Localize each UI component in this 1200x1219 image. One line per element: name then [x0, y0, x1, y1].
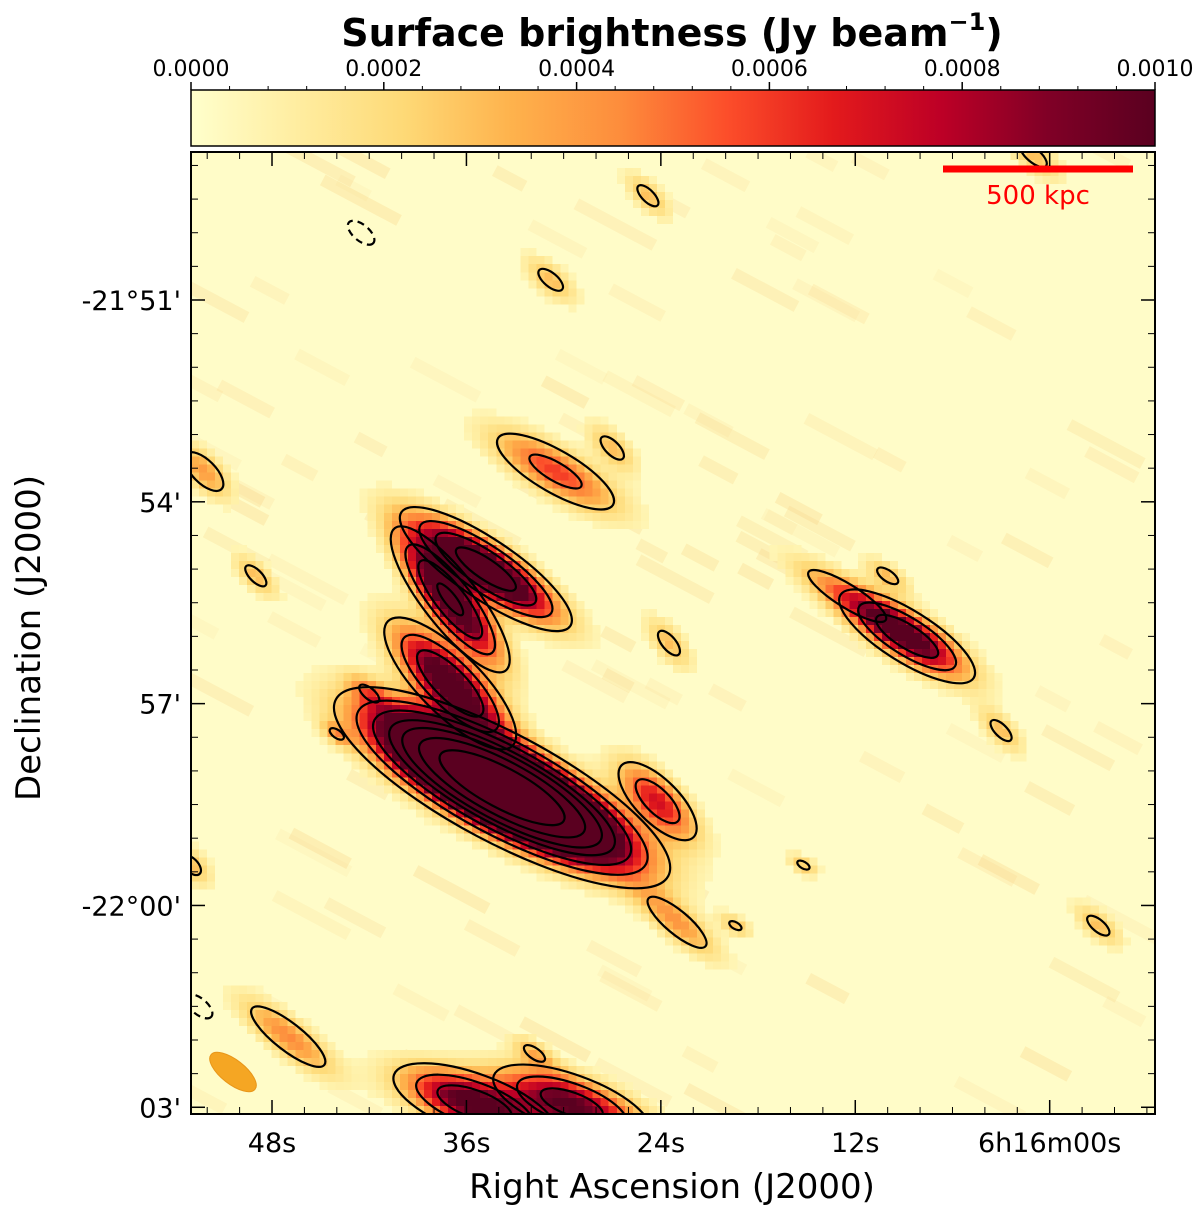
contour-line: [389, 525, 511, 674]
surface-brightness-image: [191, 152, 1155, 1114]
colorbar-title: Surface brightness (Jy beam−1): [341, 8, 1002, 55]
contour-line: [400, 633, 500, 734]
contour-line: [537, 267, 565, 292]
contour-line: [383, 616, 518, 751]
contour-line: [656, 629, 682, 657]
colorbar-tick-label: 0.0008: [924, 57, 1001, 82]
colorbar-tick-label: 0.0000: [153, 57, 230, 82]
y-tick-label: -21°51': [82, 286, 181, 317]
contour-line: [634, 778, 681, 825]
plot-frame: [190, 151, 1156, 1115]
contour-line: [191, 854, 203, 877]
negative-contour: [346, 219, 376, 246]
contour-line: [838, 588, 977, 685]
contour-line: [388, 719, 617, 857]
contour-line: [522, 1044, 547, 1063]
contour-line: [528, 453, 583, 490]
colorbar-tick-label: 0.0004: [538, 57, 615, 82]
colorbar-tick-label: 0.0006: [731, 57, 808, 82]
contour-line: [728, 920, 743, 932]
contour-line: [492, 1063, 652, 1114]
contour-line: [371, 709, 633, 867]
x-tick-label: 6h16m00s: [978, 1128, 1121, 1159]
contour-line: [398, 505, 573, 633]
contour-line: [436, 582, 465, 617]
negative-contour: [191, 993, 214, 1020]
x-tick-label: 24s: [637, 1128, 685, 1159]
contour-line: [636, 184, 660, 208]
contour-line: [874, 613, 940, 659]
y-tick-label: 03': [139, 1093, 181, 1124]
contour-line: [436, 1084, 513, 1114]
x-tick-label: 36s: [442, 1128, 490, 1159]
contour-line: [401, 726, 604, 849]
colorbar-tick-label: 0.0010: [1117, 57, 1194, 82]
contour-line: [876, 566, 900, 586]
contour-line: [807, 568, 888, 624]
contour-line: [328, 727, 346, 741]
colorbar-ticks: 0.0000 0.0002 0.0004 0.0006 0.0008 0.0010: [153, 57, 1194, 90]
contour-line: [495, 432, 616, 511]
y-axis-ticks: -21°51' 54' 57' -22°00' 03': [82, 164, 1155, 1124]
contour-line: [249, 1005, 327, 1068]
contour-line: [796, 859, 811, 871]
contour-line: [418, 519, 554, 619]
x-axis-label: Right Ascension (J2000): [469, 1167, 875, 1207]
contour-line: [1086, 914, 1111, 937]
x-axis-ticks: 48s 36s 24s 12s 6h16m00s: [206, 152, 1148, 1159]
contour-line: [599, 435, 626, 461]
colorbar-tick-label: 0.0002: [345, 57, 422, 82]
contours: [191, 152, 1111, 1114]
contour-line: [417, 559, 484, 640]
scale-bar-label: 500 kpc: [986, 181, 1090, 211]
contour-line: [539, 1087, 604, 1114]
contour-line: [358, 683, 381, 704]
contour-line: [989, 718, 1013, 743]
beam-ellipse: [209, 1051, 257, 1093]
contour-line: [355, 699, 649, 876]
contour-line: [417, 736, 587, 839]
x-tick-label: 12s: [831, 1128, 879, 1159]
contour-line: [857, 601, 958, 672]
colorbar: [190, 89, 1156, 147]
contour-line: [438, 749, 566, 827]
contour-line: [404, 543, 497, 656]
contour-line: [191, 451, 225, 493]
contour-line: [244, 564, 268, 588]
y-tick-label: 54': [139, 488, 181, 519]
x-tick-label: 48s: [248, 1128, 296, 1159]
contour-line: [515, 1075, 628, 1114]
y-tick-label: 57': [139, 690, 181, 721]
contour-line: [434, 531, 538, 607]
contour-line: [646, 895, 708, 949]
contour-line: [617, 761, 698, 842]
contour-line: [415, 1073, 535, 1114]
contour-line: [332, 686, 672, 890]
y-tick-label: -22°00': [82, 891, 181, 922]
contour-line: [454, 546, 517, 592]
contour-line: [392, 1062, 557, 1114]
contour-line: [416, 649, 485, 718]
y-axis-label: Declination (J2000): [9, 475, 49, 801]
